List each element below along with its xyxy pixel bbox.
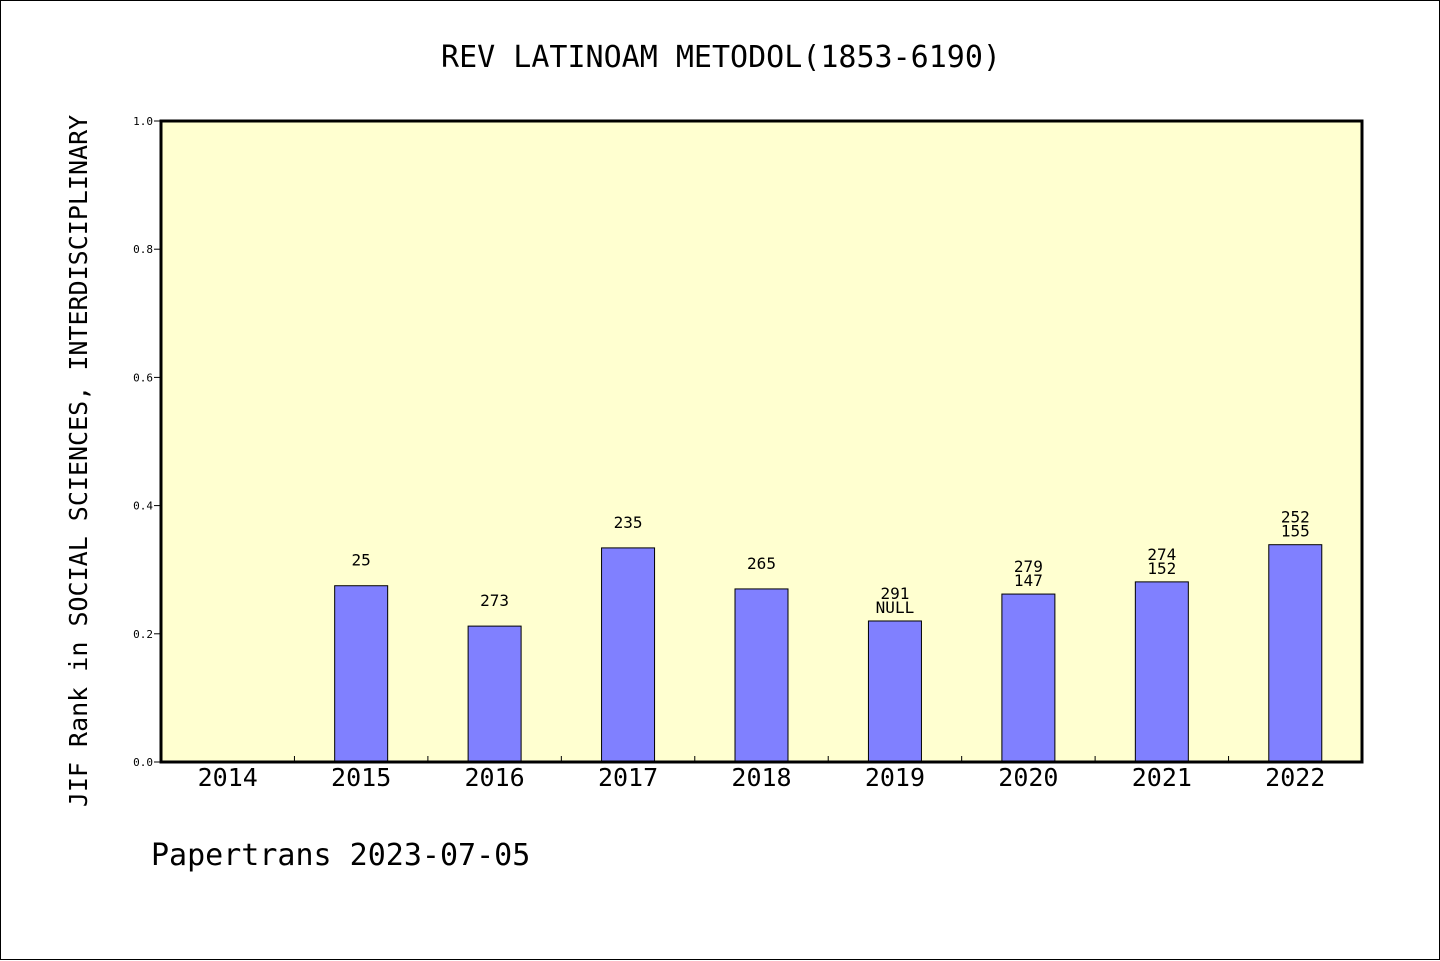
y-axis-label: JIF Rank in SOCIAL SCIENCES, INTERDISCIP… — [64, 115, 93, 807]
y-tick-label: 0.0 — [133, 756, 153, 769]
bar-data-label: 274 — [1147, 545, 1176, 564]
bar-2020 — [1001, 593, 1056, 763]
x-tick-label: 2017 — [598, 763, 658, 792]
x-tick-label: 2018 — [731, 763, 791, 792]
y-axis-ticks: 0.0 0.2 0.4 0.6 0.8 1.0 — [133, 115, 161, 769]
x-tick-label: 2020 — [998, 763, 1058, 792]
x-tick-label: 2022 — [1265, 763, 1325, 792]
bar-2019 — [867, 620, 922, 763]
bars-group — [334, 544, 1323, 763]
bar-data-label: 235 — [614, 513, 643, 532]
x-tick-label: 2014 — [198, 763, 258, 792]
bar-data-label: 147 — [1014, 571, 1043, 590]
y-tick-label: 0.2 — [133, 628, 153, 641]
chart-title: REV LATINOAM METODOL(1853-6190) — [441, 40, 1001, 75]
footer-text: Papertrans 2023-07-05 — [151, 838, 530, 873]
bar-2022 — [1268, 544, 1323, 763]
bar-data-label: 25 — [352, 551, 371, 570]
y-tick-label: 0.6 — [133, 371, 153, 384]
x-axis-ticks: 2014 2015 2016 2017 2018 2019 2020 2021 2022 — [198, 756, 1325, 792]
bar-data-label: NULL — [876, 598, 915, 617]
plot-border — [159, 119, 1364, 764]
x-tick-label: 2021 — [1132, 763, 1192, 792]
y-tick-label: 1.0 — [133, 115, 153, 128]
bar-data-label: 273 — [480, 591, 509, 610]
bar-data-label: 265 — [747, 554, 776, 573]
x-tick-label: 2019 — [865, 763, 925, 792]
y-tick-label: 0.8 — [133, 243, 153, 256]
bar-data-label: 291 — [880, 584, 909, 603]
bar-2021 — [1134, 581, 1189, 763]
x-tick-label: 2016 — [465, 763, 525, 792]
x-tick-label: 2015 — [331, 763, 391, 792]
bar-2016 — [467, 625, 522, 763]
bar-data-label: 252 — [1281, 508, 1310, 527]
bar-2018 — [734, 588, 789, 763]
bar-data-label: 152 — [1147, 559, 1176, 578]
bar-data-label: 279 — [1014, 557, 1043, 576]
bar-2015 — [334, 585, 389, 763]
y-tick-label: 0.4 — [133, 500, 153, 513]
bar-data-label: 155 — [1281, 522, 1310, 541]
bar-2017 — [601, 547, 656, 763]
